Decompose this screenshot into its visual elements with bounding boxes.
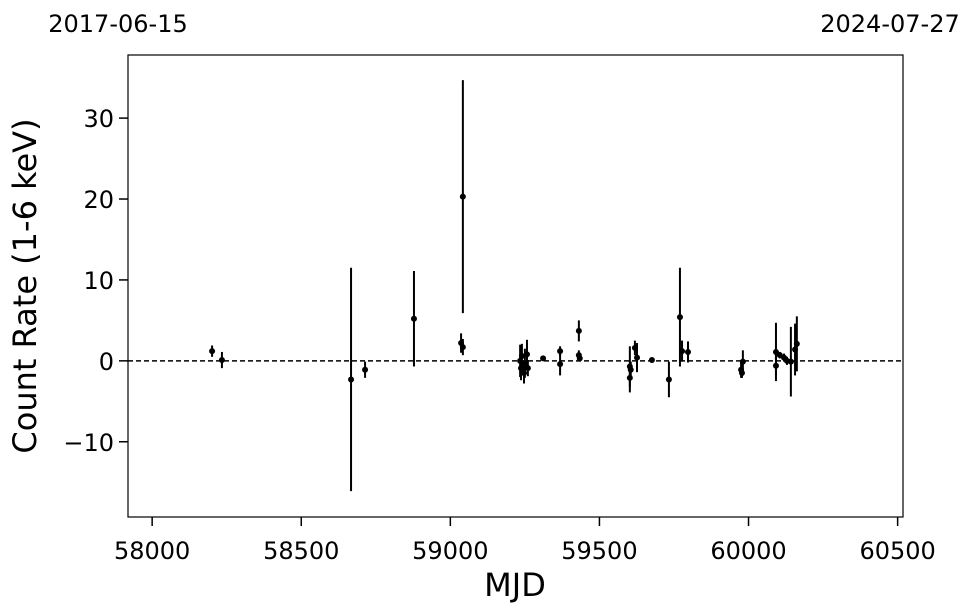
x-tick-label: 60000 [710, 537, 786, 565]
plot-frame [127, 54, 904, 518]
data-point [648, 357, 655, 364]
data-point [685, 348, 692, 355]
data-point [793, 340, 800, 347]
top-date-label: 2017-06-15 [48, 10, 187, 38]
data-point [557, 348, 564, 355]
x-tick-label: 59500 [561, 537, 637, 565]
data-point [679, 348, 686, 355]
data-point [518, 352, 525, 359]
data-point [459, 344, 466, 351]
data-point [218, 357, 225, 364]
data-point [209, 348, 216, 355]
y-tick-label: 30 [83, 105, 114, 133]
data-point [459, 193, 466, 200]
data-point [523, 351, 530, 358]
data-point [524, 365, 531, 372]
x-tick-label: 58500 [263, 537, 339, 565]
data-point [575, 327, 582, 334]
y-axis-label: Count Rate (1-6 keV) [6, 118, 44, 453]
x-axis-label: MJD [484, 566, 546, 604]
y-tick-label: 20 [83, 186, 114, 214]
data-point [348, 376, 355, 383]
y-tick-label: −10 [63, 429, 114, 457]
data-point [362, 366, 369, 373]
y-tick-label: 0 [99, 348, 114, 376]
data-point [676, 314, 683, 321]
x-tick-label: 60500 [859, 537, 935, 565]
x-tick-label: 58000 [114, 537, 190, 565]
top-date-label: 2024-07-27 [820, 10, 959, 38]
y-tick-label: 10 [83, 267, 114, 295]
data-point [634, 354, 641, 361]
data-point [576, 355, 583, 362]
data-point [627, 366, 634, 373]
x-tick-label: 59000 [412, 537, 488, 565]
data-point [787, 358, 794, 365]
data-point [665, 376, 672, 383]
data-point [739, 358, 746, 365]
data-point [410, 315, 417, 322]
data-point [557, 361, 564, 368]
data-point [540, 355, 547, 362]
